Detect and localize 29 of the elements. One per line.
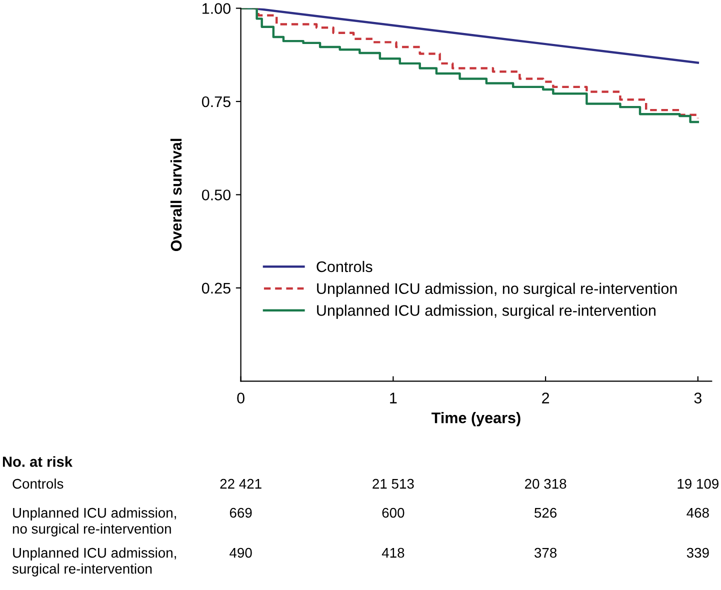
x-tick-label: 1	[390, 392, 397, 404]
text: 600	[382, 508, 404, 518]
y-axis-title: Overall survival	[170, 138, 182, 251]
y-tick-label: 0.75	[202, 96, 230, 108]
text: 378	[534, 548, 557, 558]
text: 21 513	[372, 478, 414, 489]
text: 490	[230, 548, 252, 558]
x-tick-label: 0	[237, 392, 244, 404]
y-tick-label: 0.50	[202, 190, 230, 200]
x-tick-label: 3	[694, 392, 702, 404]
text: Controls	[12, 478, 64, 489]
text: No. at risk	[2, 456, 73, 467]
x-tick-label: 2	[542, 392, 550, 404]
legend-label: Unplanned ICU admission, surgical re-intervention	[317, 304, 656, 319]
legend-label: Unplanned ICU admission, no surgical re-intervention	[317, 282, 677, 298]
text: 20 318	[525, 478, 566, 489]
text: 418	[382, 548, 404, 558]
legend-label: Controls	[316, 260, 372, 272]
y-tick-label: 0.25	[202, 282, 230, 294]
text: 669	[230, 508, 252, 518]
y-tick-label: 1.00	[202, 3, 230, 14]
text: 22 421	[220, 478, 262, 489]
text: 526	[534, 508, 557, 518]
text: 468	[686, 508, 709, 518]
text: Unplanned ICU admission, no surgical re-intervention	[12, 508, 176, 536]
text: 339	[686, 548, 709, 558]
text: Unplanned ICU admission, surgical re-intervention	[12, 548, 176, 576]
text: 19 109	[678, 478, 718, 489]
x-axis-title: Time (years)	[432, 412, 520, 426]
